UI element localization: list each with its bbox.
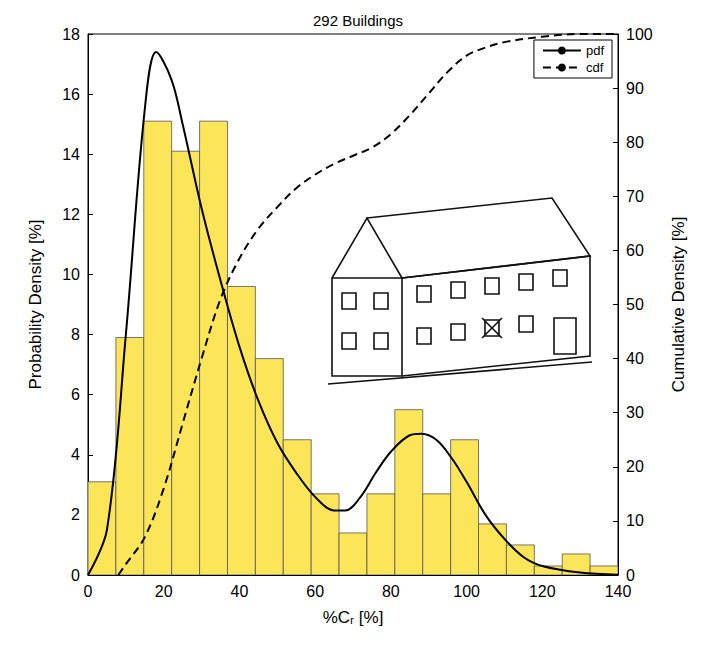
svg-text:cdf: cdf [586, 60, 604, 75]
svg-text:90: 90 [626, 80, 644, 97]
svg-text:100: 100 [453, 583, 480, 600]
svg-text:18: 18 [62, 26, 80, 43]
svg-text:0: 0 [84, 583, 93, 600]
svg-text:120: 120 [529, 583, 556, 600]
svg-text:60: 60 [306, 583, 324, 600]
svg-text:Cumulative Density [%]: Cumulative Density [%] [669, 217, 688, 393]
svg-text:100: 100 [626, 26, 653, 43]
svg-text:80: 80 [626, 134, 644, 151]
svg-text:80: 80 [382, 583, 400, 600]
svg-text:20: 20 [626, 458, 644, 475]
svg-text:70: 70 [626, 188, 644, 205]
svg-text:40: 40 [626, 350, 644, 367]
svg-text:60: 60 [626, 242, 644, 259]
svg-text:0: 0 [71, 567, 80, 584]
svg-text:40: 40 [231, 583, 249, 600]
svg-text:50: 50 [626, 296, 644, 313]
svg-text:14: 14 [62, 146, 80, 163]
svg-text:30: 30 [626, 404, 644, 421]
svg-text:2: 2 [71, 506, 80, 523]
svg-text:12: 12 [62, 206, 80, 223]
svg-text:0: 0 [626, 567, 635, 584]
svg-text:10: 10 [626, 512, 644, 529]
svg-text:10: 10 [62, 266, 80, 283]
svg-text:4: 4 [71, 446, 80, 463]
svg-text:292 Buildings: 292 Buildings [313, 12, 403, 29]
svg-text:8: 8 [71, 326, 80, 343]
svg-text:pdf: pdf [586, 43, 604, 58]
svg-text:140: 140 [605, 583, 632, 600]
svg-text:20: 20 [155, 583, 173, 600]
svg-text:Probability Density [%]: Probability Density [%] [26, 219, 45, 389]
svg-text:16: 16 [62, 86, 80, 103]
svg-text:%Cᵣ [%]: %Cᵣ [%] [323, 608, 384, 627]
svg-text:6: 6 [71, 386, 80, 403]
